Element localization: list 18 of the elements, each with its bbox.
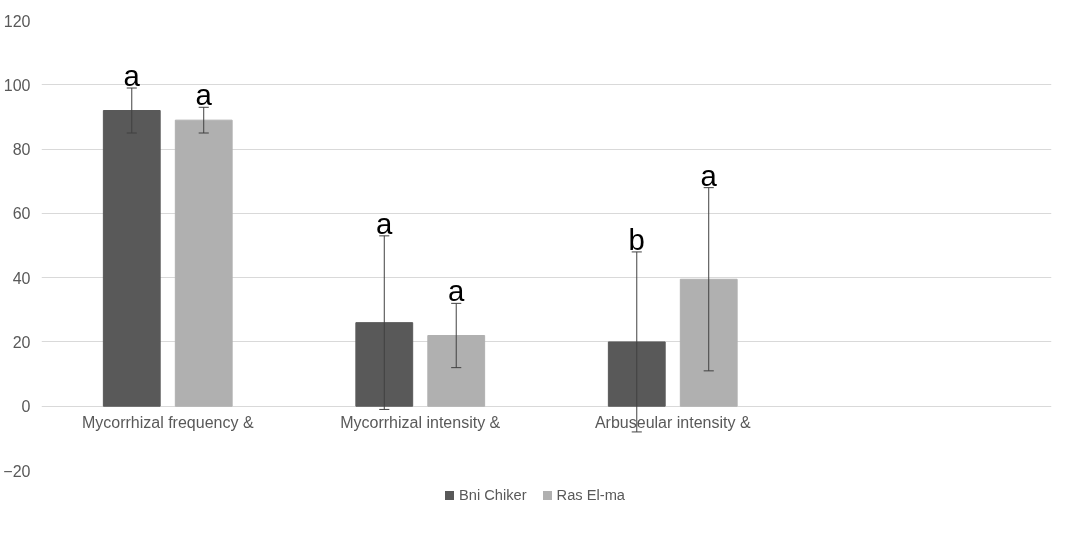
data-label: b: [628, 222, 645, 256]
y-tick-label: 40: [12, 269, 31, 287]
y-tick-label: 100: [3, 76, 31, 94]
legend-label: Bni Chiker: [458, 486, 527, 505]
data-label: a: [123, 59, 141, 92]
y-tick-label: 20: [12, 333, 31, 351]
data-label: a: [700, 158, 718, 192]
data-label: a: [448, 274, 466, 308]
data-label: a: [376, 206, 394, 240]
y-tick-label: −20: [3, 462, 31, 480]
x-tick-label: Mycorrhizal intensity &: [340, 414, 501, 432]
data-label: a: [195, 78, 213, 112]
y-tick-label: 60: [12, 205, 31, 223]
x-tick-label: Mycorrhizal frequency &: [81, 414, 254, 432]
y-tick-label: 0: [21, 398, 31, 416]
y-tick-label: 120: [3, 12, 31, 30]
legend-label: Ras El-ma: [556, 486, 626, 505]
y-tick-label: 80: [12, 141, 31, 159]
